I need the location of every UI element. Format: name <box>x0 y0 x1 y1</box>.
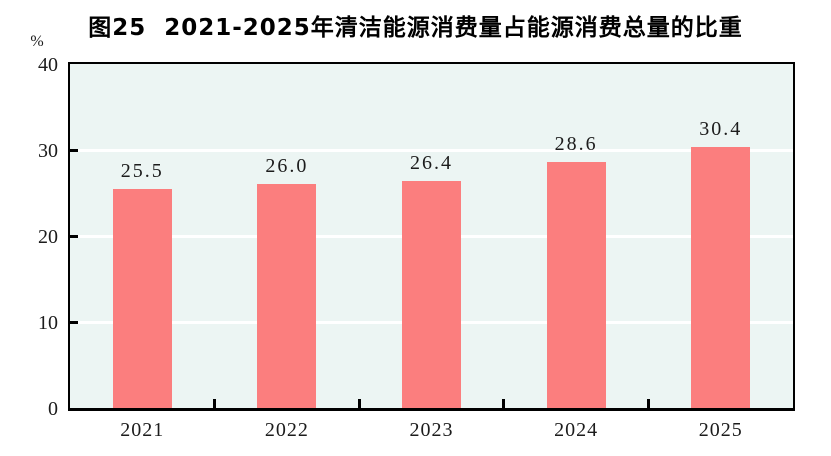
y-axis-tick-label-20: 20 <box>38 226 58 248</box>
y-axis-tick-label-30: 30 <box>38 140 58 162</box>
bar-value-label-2023: 26.4 <box>410 151 453 174</box>
bar-2023 <box>402 180 461 408</box>
x-axis-tick-label-2025: 2025 <box>698 419 743 441</box>
x-tick-mark-1 <box>213 399 217 408</box>
plot-area: 25.5 26.0 26.4 28.6 30.4 <box>68 62 795 411</box>
y-tick-mark-10 <box>70 320 78 324</box>
x-axis-tick-label-2021: 2021 <box>120 419 165 441</box>
x-tick-mark-2 <box>357 399 361 408</box>
bar-2022 <box>257 184 317 408</box>
gridline-30 <box>70 148 793 152</box>
y-axis-unit-label: % <box>30 33 44 50</box>
y-tick-mark-20 <box>70 234 78 238</box>
bar-value-label-2024: 28.6 <box>554 133 598 156</box>
chart-title: 图25 2021-2025年清洁能源消费量占能源消费总量的比重 <box>88 15 743 41</box>
x-axis-tick-label-2022: 2022 <box>264 419 309 441</box>
bar-2025 <box>691 146 751 408</box>
bar-value-label-2025: 30.4 <box>699 117 743 140</box>
y-axis-tick-label-40: 40 <box>38 54 58 76</box>
y-axis-tick-label-0: 0 <box>48 398 58 420</box>
bar-2021 <box>112 188 172 408</box>
x-tick-mark-3 <box>502 399 506 408</box>
y-axis-tick-label-10: 10 <box>38 312 58 334</box>
x-axis-tick-label-2024: 2024 <box>554 419 599 441</box>
bar-2024 <box>546 162 606 408</box>
x-axis-tick-label-2023: 2023 <box>409 419 454 441</box>
y-tick-mark-30 <box>70 148 78 152</box>
bar-value-label-2022: 26.0 <box>265 155 309 178</box>
bar-value-label-2021: 25.5 <box>120 159 164 182</box>
x-tick-mark-4 <box>646 399 650 408</box>
